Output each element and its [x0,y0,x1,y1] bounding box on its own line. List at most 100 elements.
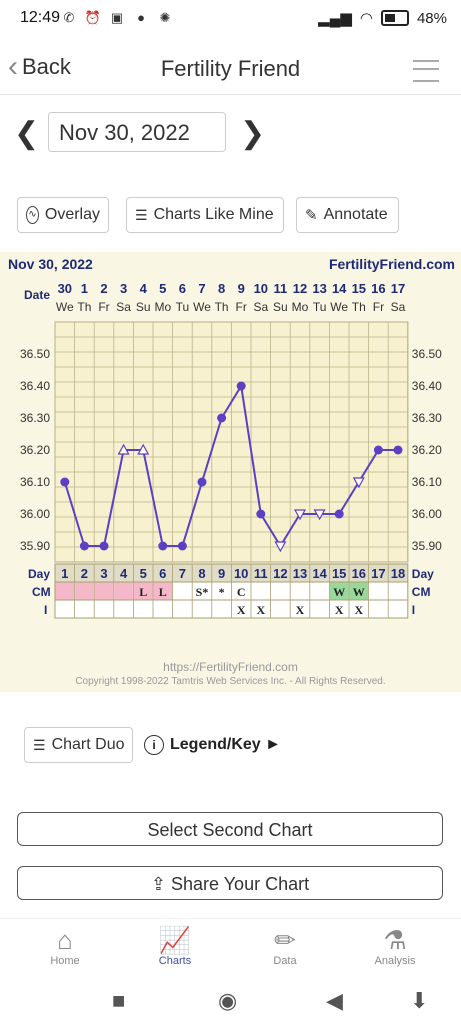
chart-duo-label: Chart Duo [51,736,125,753]
sliders-icon: ☰ [135,206,148,223]
annotate-button[interactable]: ✎ Annotate [296,197,399,233]
date-tick-label: 15 [352,281,366,296]
back-system-button[interactable]: ◀ [326,988,343,1013]
previous-date-button[interactable]: ❮ [14,117,40,150]
status-right: ▂▄▆ ◠ 48% [318,9,447,28]
date-tick-label: 11 [274,281,288,296]
y-tick-label-right: 36.00 [412,507,442,521]
y-tick-label-left: 36.10 [20,475,50,489]
intercourse-value: X [237,603,246,617]
weekday-label: Mo [154,300,171,314]
tab-analysis[interactable]: ⚗ Analysis [355,925,435,967]
cycle-day-label: 10 [234,566,248,581]
system-navigation: ■ ◉ ◀ ⬇ [0,980,461,1024]
chart-icon: 📈 [158,925,192,955]
cm-cell-highlight [55,582,75,600]
cm-cell-highlight [114,582,133,600]
date-tick-label: 2 [100,281,107,296]
y-tick-label-left: 36.20 [20,443,50,457]
home-system-button[interactable]: ◉ [218,988,238,1013]
battery-level: 48% [416,9,447,27]
chart-footer: https://FertilityFriend.com Copyright 19… [0,660,461,687]
cm-value: * [219,585,225,599]
temperature-point-open [293,509,307,521]
alarm-icon: ⏰ [84,10,102,25]
cycle-day-label: 17 [371,566,385,581]
recent-apps-button[interactable]: ■ [112,988,126,1013]
charts-like-mine-button[interactable]: ☰ Charts Like Mine [126,197,284,233]
chevron-left-icon: ‹ [8,50,18,83]
date-field[interactable]: Nov 30, 2022 [48,112,226,152]
legend-key-link[interactable]: i Legend/Key ► [144,735,281,755]
y-tick-label-right: 36.10 [412,475,442,489]
sliders-icon: ☰ [33,736,46,753]
tab-data-label: Data [273,955,297,967]
back-button[interactable]: ‹ Back [8,50,71,83]
cycle-day-label: 15 [332,566,346,581]
cycle-day-label: 11 [254,566,268,581]
temperature-point-open [313,509,326,521]
date-tick-label: 5 [159,281,166,296]
weekday-label: Th [352,300,366,314]
next-date-button[interactable]: ❯ [240,117,266,150]
assistant-button[interactable]: ⬇ [410,988,429,1013]
chart-footer-url: https://FertilityFriend.com [163,660,298,674]
weekday-label: Fr [373,300,384,314]
cycle-day-label: 9 [218,566,225,581]
date-navigator: ❮ Nov 30, 2022 ❯ [0,112,461,156]
weekday-label: We [330,300,348,314]
share-icon: ⇪ [150,874,166,894]
date-tick-label: 4 [140,281,148,296]
select-second-chart-button[interactable]: Select Second Chart [17,812,443,846]
date-axis-label: Date [24,288,50,302]
cm-cell-highlight [349,582,369,600]
weekday-label: Sa [116,300,131,314]
day-row-label-right: Day [412,567,434,581]
date-tick-label: 12 [293,281,307,296]
temperature-point-open [274,541,287,553]
date-tick-label: 14 [332,281,347,296]
cycle-day-label: 18 [391,566,405,581]
intercourse-value: X [256,603,265,617]
weekday-label: Th [77,300,91,314]
weekday-label: Fr [98,300,109,314]
cm-cell-highlight [75,582,94,600]
battery-icon [380,10,409,26]
date-tick-label: 7 [198,281,205,296]
chart-duo-button[interactable]: ☰ Chart Duo [24,727,134,763]
fertility-chart[interactable]: Nov 30, 2022 FertilityFriend.com Date 30 We 1… [0,252,461,692]
chart-canvas: Nov 30, 2022 FertilityFriend.com Date 30 We 1… [8,256,455,619]
temperature-point [236,381,246,391]
cycle-day-label: 4 [120,566,128,581]
cm-value: C [237,585,246,599]
y-tick-label-right: 36.30 [412,411,442,425]
nav-header: ‹ Back Fertility Friend [0,42,461,95]
weekday-label: Su [273,300,288,314]
cycle-day-label: 16 [352,566,366,581]
tab-data[interactable]: ✏ Data [245,925,325,967]
cm-row-label: CM [32,585,51,599]
overlay-button[interactable]: ∿ Overlay [17,197,109,233]
y-tick-label-right: 36.40 [412,379,442,393]
cm-cell-highlight [133,582,153,600]
day-row-label: Day [28,567,50,581]
weekday-label: Sa [391,300,406,314]
temperature-point [79,541,89,551]
cycle-day-label: 14 [312,566,327,581]
menu-icon[interactable] [413,60,439,82]
cm-value: W [353,585,365,599]
tab-home[interactable]: ⌂ Home [25,925,105,967]
tab-charts[interactable]: 📈 Charts [135,925,215,967]
cm-cell-highlight [94,582,114,600]
test-tube-icon: ⚗ [383,925,407,955]
cycle-day-label: 13 [293,566,307,581]
cycle-day-label: 5 [140,566,147,581]
weekday-label: Th [215,300,229,314]
tab-charts-label: Charts [158,955,192,967]
temperature-point [334,509,344,519]
share-chart-button[interactable]: ⇪ Share Your Chart [17,866,443,900]
temperature-point [217,413,227,423]
cycle-day-label: 2 [81,566,88,581]
y-tick-label-right: 36.50 [412,347,442,361]
intercourse-row-label-right: I [412,603,415,617]
